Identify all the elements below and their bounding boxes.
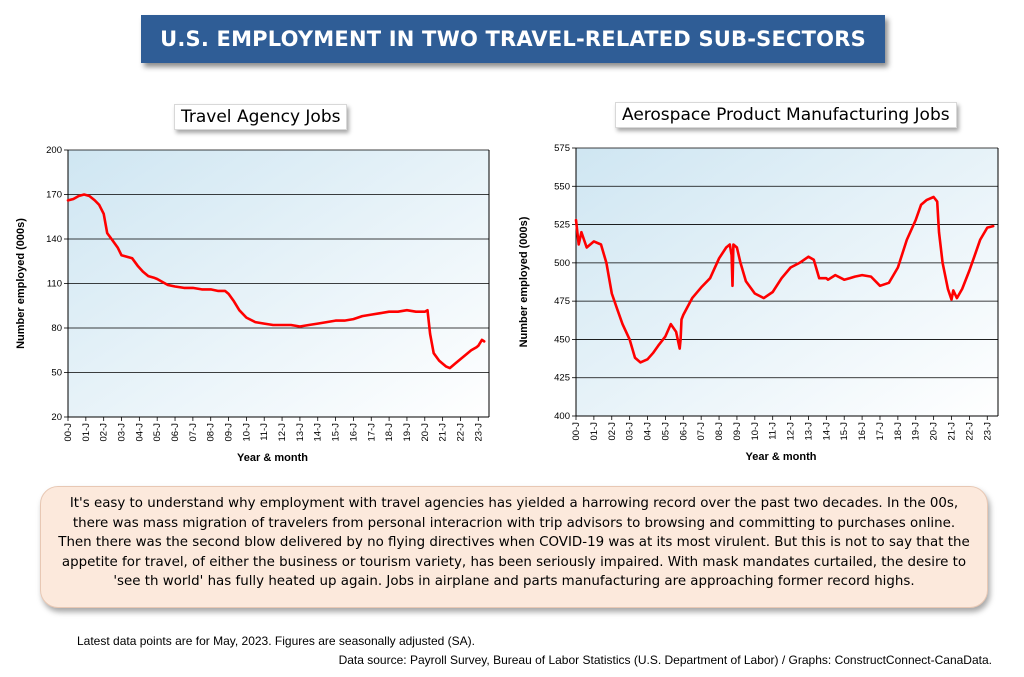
right-xtick-label: 05-J bbox=[660, 422, 671, 441]
left-xtick-label: 09-J bbox=[224, 423, 235, 442]
right-ytick-label: 550 bbox=[554, 181, 570, 192]
right-xtick-label: 11-J bbox=[768, 422, 779, 440]
commentary-text: It's easy to understand why employment w… bbox=[58, 496, 970, 590]
right-ytick-label: 500 bbox=[554, 258, 570, 269]
left-xtick-label: 03-J bbox=[117, 423, 128, 442]
left-xtick-label: 17-J bbox=[366, 423, 377, 442]
right-xtick-label: 16-J bbox=[857, 422, 868, 441]
right-xtick-label: 21-J bbox=[947, 422, 958, 441]
right-xtick-label: 20-J bbox=[929, 422, 940, 441]
right-xtick-label: 13-J bbox=[803, 422, 814, 441]
right-xtick-label: 07-J bbox=[696, 422, 707, 441]
chart-travel-agency: 20 50 80 110 140 170 200 00-J 01-J 02-J 03-J 04-J 05… bbox=[0, 100, 500, 480]
left-xtick-label: 04-J bbox=[134, 423, 145, 442]
right-xtick-label: 00-J bbox=[571, 422, 582, 441]
chart-title-travel-agency: Travel Agency Jobs bbox=[174, 104, 348, 130]
right-xtick-label: 17-J bbox=[875, 422, 886, 441]
right-xtick-label: 14-J bbox=[821, 422, 832, 441]
left-xtick-label: 18-J bbox=[384, 423, 395, 442]
footnote-source: Data source: Payroll Survey, Bureau of L… bbox=[338, 653, 992, 667]
chart-aerospace: 400 425 450 475 500 525 550 575 00-J 01-J 02-J 03-J… bbox=[510, 100, 1010, 480]
right-xtick-label: 23-J bbox=[982, 422, 993, 441]
left-xtick-label: 16-J bbox=[348, 423, 359, 442]
left-xtick-label: 12-J bbox=[277, 423, 288, 442]
left-xtick-label: 10-J bbox=[241, 423, 252, 442]
left-ytick-label: 140 bbox=[46, 234, 62, 245]
right-xtick-label: 09-J bbox=[732, 422, 743, 441]
commentary-box: It's easy to understand why employment w… bbox=[40, 486, 988, 608]
left-ytick-label: 170 bbox=[46, 190, 62, 201]
left-xtick-label: 23-J bbox=[473, 423, 484, 442]
left-ytick-label: 50 bbox=[51, 368, 62, 379]
right-ytick-label: 525 bbox=[554, 220, 570, 231]
chart-aerospace-svg: 400 425 450 475 500 525 550 575 00-J 01-J 02-J 03-J… bbox=[518, 143, 999, 463]
left-xtick-label: 01-J bbox=[81, 423, 92, 442]
right-xtick-label: 22-J bbox=[964, 422, 975, 441]
right-ytick-label: 450 bbox=[554, 334, 570, 345]
left-xtick-label: 19-J bbox=[402, 423, 413, 442]
left-ytick-label: 20 bbox=[51, 412, 62, 423]
right-series-line bbox=[574, 195, 995, 364]
left-xtick-label: 14-J bbox=[313, 423, 324, 442]
chart-title-text: Travel Agency Jobs bbox=[181, 107, 341, 127]
left-xtick-label: 13-J bbox=[295, 423, 306, 442]
left-ytick-label: 200 bbox=[46, 145, 62, 156]
right-xtick-label: 04-J bbox=[643, 422, 654, 441]
right-plot-area bbox=[576, 148, 998, 416]
footnote-latest: Latest data points are for May, 2023. Fi… bbox=[77, 634, 475, 648]
chart-title-aerospace: Aerospace Product Manufacturing Jobs bbox=[615, 102, 957, 128]
page-title-banner: U.S. EMPLOYMENT IN TWO TRAVEL-RELATED SU… bbox=[141, 15, 885, 63]
left-series-line bbox=[66, 193, 486, 370]
right-xtick-label: 02-J bbox=[607, 422, 618, 441]
right-xtick-label: 18-J bbox=[893, 422, 904, 441]
chart-title-text: Aerospace Product Manufacturing Jobs bbox=[622, 105, 950, 125]
right-xtick-label: 08-J bbox=[714, 422, 725, 441]
left-xtick-label: 07-J bbox=[188, 423, 199, 442]
left-xtick-label: 22-J bbox=[455, 423, 466, 442]
right-xtick-label: 10-J bbox=[750, 422, 761, 441]
left-xtick-label: 20-J bbox=[420, 423, 431, 442]
right-xtick-label: 19-J bbox=[911, 422, 922, 441]
right-xtick-label: 12-J bbox=[786, 422, 797, 441]
right-x-axis-title: Year & month bbox=[746, 451, 817, 463]
left-xtick-label: 08-J bbox=[206, 423, 217, 442]
left-xtick-label: 15-J bbox=[331, 423, 342, 442]
left-xtick-label: 05-J bbox=[152, 423, 163, 442]
right-xtick-label: 03-J bbox=[625, 422, 636, 441]
right-ytick-label: 425 bbox=[554, 373, 570, 384]
left-xtick-label: 02-J bbox=[99, 423, 110, 442]
left-xtick-label: 00-J bbox=[63, 423, 74, 442]
right-xtick-label: 01-J bbox=[589, 422, 600, 441]
right-ytick-label: 475 bbox=[554, 296, 570, 307]
left-xtick-label: 11-J bbox=[259, 423, 270, 441]
right-xtick-label: 06-J bbox=[678, 422, 689, 441]
chart-travel-agency-svg: 20 50 80 110 140 170 200 00-J 01-J 02-J 03-J 04-J 05… bbox=[15, 145, 490, 464]
left-xtick-label: 21-J bbox=[438, 423, 449, 442]
right-y-axis-title: Number employed (000s) bbox=[518, 216, 530, 347]
left-x-axis-title: Year & month bbox=[237, 452, 308, 464]
right-ytick-label: 400 bbox=[554, 411, 570, 422]
right-xtick-label: 15-J bbox=[839, 422, 850, 441]
left-y-axis-title: Number employed (000s) bbox=[15, 218, 27, 349]
left-ytick-label: 110 bbox=[47, 279, 62, 290]
right-ytick-label: 575 bbox=[554, 143, 570, 154]
left-xtick-label: 06-J bbox=[170, 423, 181, 442]
page-title: U.S. EMPLOYMENT IN TWO TRAVEL-RELATED SU… bbox=[160, 27, 866, 51]
left-ytick-label: 80 bbox=[51, 323, 62, 334]
